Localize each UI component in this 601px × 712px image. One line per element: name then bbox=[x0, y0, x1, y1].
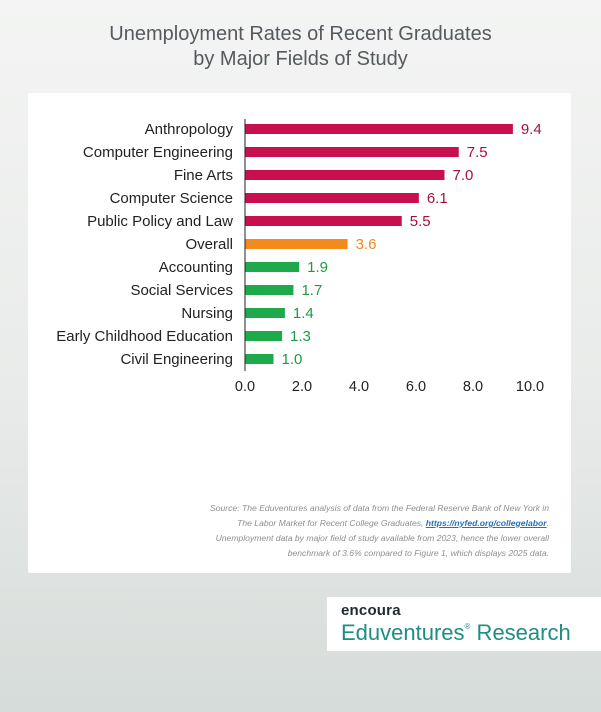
x-tick-label-3: 6.0 bbox=[406, 379, 426, 395]
value-label-2: 7.0 bbox=[453, 167, 474, 184]
bar-3 bbox=[245, 193, 419, 203]
value-label-9: 1.3 bbox=[290, 328, 311, 345]
bar-2 bbox=[245, 170, 445, 180]
chart-card: Anthropology 9.4 Computer Engineering 7.5 Fi… bbox=[28, 93, 571, 573]
bar-9 bbox=[245, 331, 283, 341]
source-link[interactable]: https://nyfed.org/collegelabor bbox=[425, 518, 547, 528]
value-label-4: 5.5 bbox=[410, 213, 431, 230]
value-label-10: 1.0 bbox=[282, 351, 303, 368]
category-label-5: Overall bbox=[185, 236, 233, 253]
logo-encoura: encoura bbox=[341, 602, 401, 619]
value-label-7: 1.7 bbox=[301, 282, 322, 299]
bar-4 bbox=[245, 216, 402, 226]
source-line-4: benchmark of 3.6% compared to Figure 1, … bbox=[287, 548, 549, 558]
source-note: Source: The Eduventures analysis of data… bbox=[129, 501, 549, 561]
x-tick-label-1: 2.0 bbox=[292, 379, 312, 395]
category-label-1: Computer Engineering bbox=[83, 144, 233, 161]
title-line-1: Unemployment Rates of Recent Graduates bbox=[109, 23, 492, 45]
category-label-2: Fine Arts bbox=[174, 167, 233, 184]
eduventures-logo: encoura Eduventures® Research bbox=[327, 597, 601, 651]
title-line-2: by Major Fields of Study bbox=[193, 48, 408, 70]
source-line-3: Unemployment data by major field of stud… bbox=[215, 533, 549, 543]
bar-10 bbox=[245, 354, 274, 364]
bar-1 bbox=[245, 147, 459, 157]
bar-5 bbox=[245, 239, 348, 249]
source-line-2: The Labor Market for Recent College Grad… bbox=[237, 518, 549, 528]
value-label-1: 7.5 bbox=[467, 144, 488, 161]
x-tick-label-0: 0.0 bbox=[235, 379, 255, 395]
bar-6 bbox=[245, 262, 300, 272]
category-label-8: Nursing bbox=[181, 305, 233, 322]
chart-title: Unemployment Rates of Recent Graduates b… bbox=[0, 22, 601, 72]
value-label-6: 1.9 bbox=[307, 259, 328, 276]
bar-0 bbox=[245, 124, 513, 134]
value-label-8: 1.4 bbox=[293, 305, 314, 322]
category-label-9: Early Childhood Education bbox=[56, 328, 233, 345]
x-tick-label-4: 8.0 bbox=[463, 379, 483, 395]
bar-7 bbox=[245, 285, 294, 295]
value-label-3: 6.1 bbox=[427, 190, 448, 207]
category-label-7: Social Services bbox=[130, 282, 233, 299]
category-label-10: Civil Engineering bbox=[120, 351, 233, 368]
category-label-4: Public Policy and Law bbox=[87, 213, 233, 230]
logo-eduventures-research: Eduventures® Research bbox=[341, 620, 571, 645]
x-tick-label-2: 4.0 bbox=[349, 379, 369, 395]
category-label-6: Accounting bbox=[159, 259, 233, 276]
category-label-0: Anthropology bbox=[145, 121, 234, 138]
bar-chart: Anthropology 9.4 Computer Engineering 7.5 Fi… bbox=[56, 119, 544, 395]
value-label-0: 9.4 bbox=[521, 121, 542, 138]
source-line-1: Source: The Eduventures analysis of data… bbox=[210, 503, 549, 513]
bar-8 bbox=[245, 308, 285, 318]
x-tick-label-5: 10.0 bbox=[516, 379, 544, 395]
category-label-3: Computer Science bbox=[110, 190, 233, 207]
value-label-5: 3.6 bbox=[356, 236, 377, 253]
